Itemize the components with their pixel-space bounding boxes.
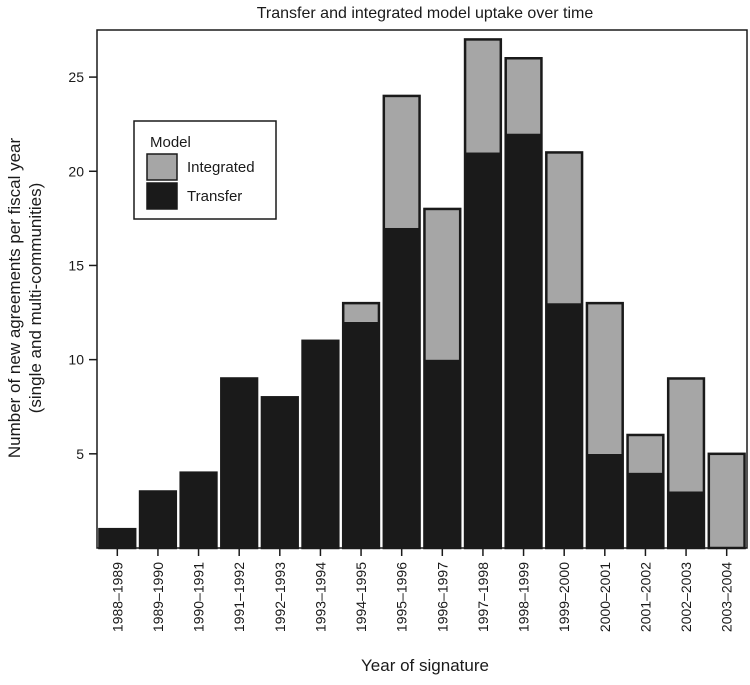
legend: Model Integrated Transfer — [133, 120, 277, 220]
bar-transfer-1988-1989 — [99, 529, 136, 548]
bar-integrated-1999-2000 — [546, 152, 583, 304]
bar-integrated-2000-2001 — [586, 303, 623, 454]
bar-transfer-1994-1995 — [343, 321, 379, 548]
x-tick-label-2001-2002: 2001–2002 — [637, 562, 653, 632]
x-tick-label-2000-2001: 2000–2001 — [597, 562, 613, 632]
bar-integrated-2002-2003 — [668, 378, 704, 492]
chart-title: Transfer and integrated model uptake ove… — [257, 5, 594, 22]
bar-integrated-1996-1997 — [424, 208, 461, 360]
bar-transfer-2002-2003 — [668, 491, 704, 548]
bar-transfer-1992-1993 — [261, 397, 298, 548]
y-axis-label: Number of new agreements per fiscal year — [5, 138, 24, 459]
x-tick-label-1989-1990: 1989–1990 — [150, 562, 166, 632]
legend-label-transfer: Transfer — [187, 188, 242, 205]
legend-swatch-transfer — [146, 182, 178, 210]
bar-transfer-2000-2001 — [586, 453, 623, 548]
bar-transfer-1991-1992 — [221, 378, 258, 548]
x-tick-label-1996-1997: 1996–1997 — [434, 562, 450, 632]
legend-label-integrated: Integrated — [187, 159, 255, 176]
bar-transfer-1990-1991 — [180, 472, 217, 548]
legend-swatch-integrated — [146, 153, 178, 181]
x-axis-label: Year of signature — [361, 656, 489, 675]
legend-title: Model — [150, 134, 191, 151]
bar-transfer-1997-1998 — [465, 152, 501, 548]
bar-integrated-2003-2004 — [708, 453, 745, 548]
x-tick-label-1995-1996: 1995–1996 — [394, 562, 410, 632]
y-tick-label-25: 25 — [68, 69, 84, 85]
bar-transfer-1996-1997 — [424, 359, 461, 548]
bar-transfer-1993-1994 — [302, 340, 339, 548]
y-tick-label-20: 20 — [68, 163, 84, 179]
bar-transfer-1989-1990 — [140, 491, 176, 548]
y-tick-label-5: 5 — [76, 446, 84, 462]
x-tick-label-1990-1991: 1990–1991 — [191, 562, 207, 632]
bars-group — [98, 38, 746, 550]
axes-group: 1988–1989 1989–1990 1990–1991 1991–1992 1992… — [68, 29, 748, 632]
x-tick-label-1994-1995: 1994–1995 — [353, 562, 369, 632]
bar-transfer-2001-2002 — [627, 472, 664, 548]
bar-transfer-1999-2000 — [546, 303, 583, 548]
bar-transfer-1998-1999 — [505, 133, 542, 548]
x-tick-label-1999-2000: 1999–2000 — [556, 562, 572, 632]
y-tick-label-10: 10 — [68, 352, 84, 368]
x-tick-label-1988-1989: 1988–1989 — [109, 562, 125, 632]
bar-integrated-2001-2002 — [627, 434, 664, 473]
x-tick-label-1997-1998: 1997–1998 — [475, 562, 491, 632]
x-tick-label-2002-2003: 2002–2003 — [678, 562, 694, 632]
plot-frame — [96, 29, 748, 549]
x-tick-label-1992-1993: 1992–1993 — [272, 562, 288, 632]
y-axis-label-secondary: (single and multi-communities) — [26, 183, 45, 414]
x-tick-label-2003-2004: 2003–2004 — [719, 562, 735, 632]
bar-transfer-1995-1996 — [383, 227, 420, 549]
bar-integrated-1997-1998 — [465, 39, 501, 153]
x-tick-label-1998-1999: 1998–1999 — [516, 562, 532, 632]
x-tick-label-1993-1994: 1993–1994 — [312, 562, 328, 632]
y-tick-label-15: 15 — [68, 257, 84, 273]
x-tick-label-1991-1992: 1991–1992 — [231, 562, 247, 632]
bar-integrated-1994-1995 — [343, 303, 379, 322]
bar-integrated-1995-1996 — [383, 95, 420, 228]
bar-integrated-1998-1999 — [505, 58, 542, 134]
